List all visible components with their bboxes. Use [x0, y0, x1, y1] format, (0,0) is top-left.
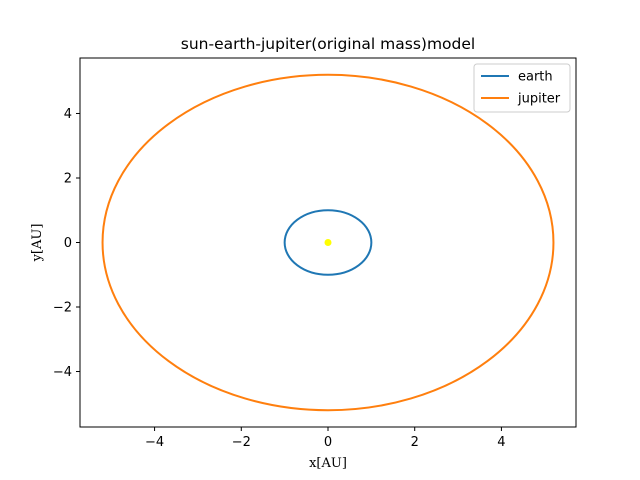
- x-tick-label: 4: [497, 435, 505, 450]
- legend-label-jupiter: jupiter: [517, 92, 561, 107]
- plot-area: [101, 73, 555, 412]
- x-axis: −4 −2 0 2 4: [145, 427, 506, 450]
- y-tick-label: −2: [53, 301, 72, 316]
- y-axis-label: y[AU]: [30, 224, 45, 263]
- x-tick-label: −4: [145, 435, 164, 450]
- y-tick-label: 2: [64, 171, 72, 186]
- chart-title: sun-earth-jupiter(original mass)model: [181, 35, 475, 53]
- sun-marker: [324, 239, 332, 246]
- x-tick-label: 0: [324, 435, 332, 450]
- x-tick-label: 2: [411, 435, 419, 450]
- y-axis: −4 −2 0 2 4: [53, 107, 80, 380]
- y-tick-label: 4: [64, 107, 72, 122]
- legend: earth jupiter: [473, 63, 571, 113]
- legend-label-earth: earth: [518, 70, 553, 85]
- x-tick-label: −2: [232, 435, 251, 450]
- orbit-earth: [283, 209, 373, 276]
- orbit-jupiter: [101, 73, 555, 412]
- y-tick-label: −4: [53, 365, 72, 380]
- x-axis-label: x[AU]: [309, 456, 347, 471]
- y-tick-label: 0: [64, 236, 72, 251]
